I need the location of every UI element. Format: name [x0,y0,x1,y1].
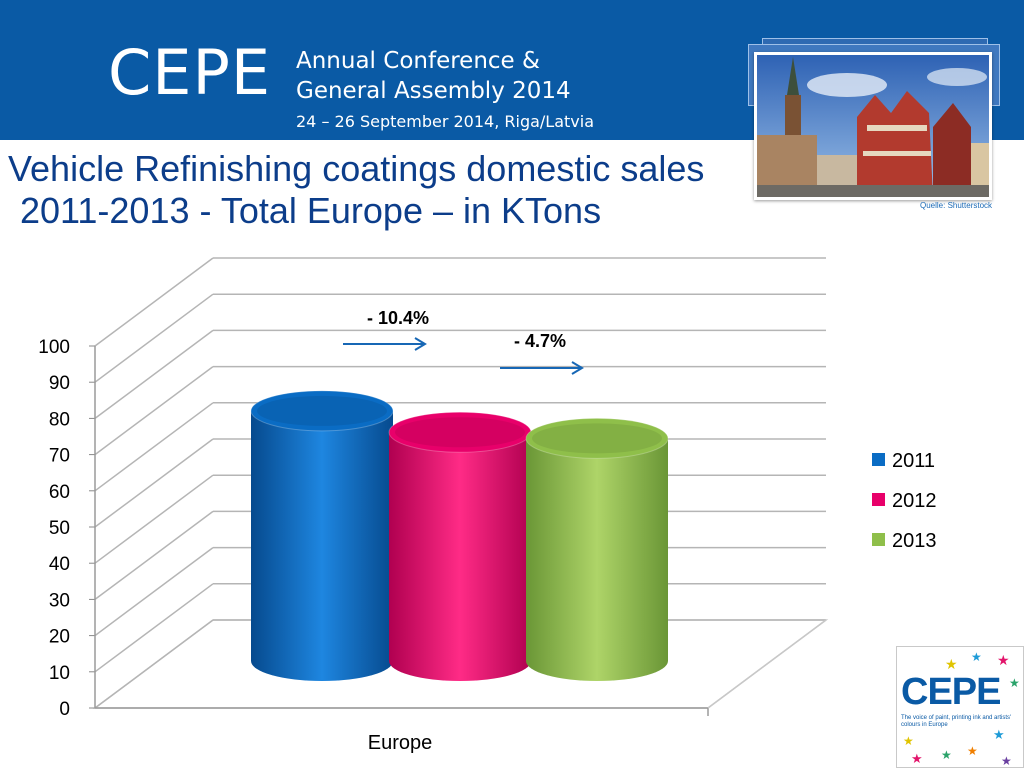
bar-top-shade [257,395,387,426]
annotation-arrowhead-icon [414,337,427,351]
x-tick-label: Europe [368,732,433,754]
y-tick-label: 90 [49,373,70,394]
legend-swatch [872,493,885,506]
bar-top-shade [532,423,662,454]
svg-text:★: ★ [1009,676,1020,690]
bar-2012 [388,411,532,681]
y-tick-label: 30 [49,590,70,611]
y-axis-ticks: 0 10 20 30 40 50 60 70 80 90 100 [38,337,827,720]
svg-text:★: ★ [941,748,952,762]
bar-top [525,417,669,459]
svg-text:★: ★ [1001,754,1012,767]
footer-logo-tagline: The voice of paint, printing ink and art… [901,715,1012,728]
y-tick-label: 20 [49,627,70,648]
chart-bars [250,390,669,681]
gridline-side [94,402,214,492]
y-tick-label: 60 [49,482,70,503]
legend-item-2011: 2011 [872,450,937,490]
slide-title-line1: Vehicle Refinishing coatings domestic sa… [8,148,705,189]
bar-2011 [250,390,394,681]
gridline-side [94,257,214,347]
legend-label: 2013 [892,530,937,552]
gridline-side [94,546,214,637]
bar-top-shade [395,417,525,448]
conference-date: 24 – 26 September 2014, Riga/Latvia [296,112,595,131]
sales-chart: 0 10 20 30 40 50 60 70 80 90 100 - 10.4% - 4.7% Eur… [38,257,829,754]
chart-legend: 2011 2012 2013 [872,450,937,570]
footer-logo-text: CEPE [901,671,1001,713]
svg-text:★: ★ [971,650,982,664]
svg-text:★: ★ [997,652,1010,668]
svg-text:★: ★ [903,734,914,748]
legend-item-2012: 2012 [872,490,937,530]
gridline-side [94,438,214,528]
svg-text:★: ★ [945,656,958,672]
photo-credit: Quelle: Shutterstock [920,201,993,210]
y-tick-label: 80 [49,409,70,430]
conference-subtitle: General Assembly 2014 [296,78,571,104]
legend-swatch [872,533,885,546]
y-tick-label: 50 [49,518,70,539]
gridline-side [94,329,214,420]
cepe-logo-text: CEPE [108,36,272,109]
annotation-label: - 10.4% [367,308,429,328]
bar-body [389,432,531,681]
legend-item-2013: 2013 [872,530,937,570]
svg-text:★: ★ [993,727,1005,742]
gridline-side [94,474,214,564]
annotation-label: - 4.7% [514,331,566,351]
floor-edge [707,619,827,709]
svg-text:★: ★ [911,751,923,766]
bar-top [250,390,394,432]
y-tick-label: 0 [59,699,70,720]
gridline-side [94,583,214,673]
riga-photo [754,52,992,200]
legend-label: 2012 [892,490,937,512]
y-tick-label: 100 [38,337,70,358]
y-tick-label: 40 [49,554,70,575]
cepe-footer-logo: ★ ★ ★ ★ ★ ★ ★ ★ ★ ★ CEPE The voice of pa… [896,646,1024,768]
y-tick-label: 10 [49,663,70,684]
bar-body [526,438,668,681]
slide-title-line2: 2011-2013 - Total Europe – in KTons [20,190,602,231]
y-tick-label: 70 [49,446,70,467]
bar-2013 [525,417,669,681]
svg-text:★: ★ [967,744,978,758]
gridline-side [94,510,214,601]
chart-annotations: - 10.4% - 4.7% [343,308,584,375]
annotation-arrowhead-icon [571,361,584,375]
conference-title: Annual Conference & [296,48,540,74]
legend-label: 2011 [892,450,936,472]
legend-swatch [872,453,885,466]
stars-icon: ★ ★ ★ ★ ★ ★ ★ ★ ★ ★ [903,650,1020,767]
bar-body [251,410,393,681]
gridline-side [94,293,214,383]
gridline-side [94,365,214,456]
gridline-side [94,619,214,709]
